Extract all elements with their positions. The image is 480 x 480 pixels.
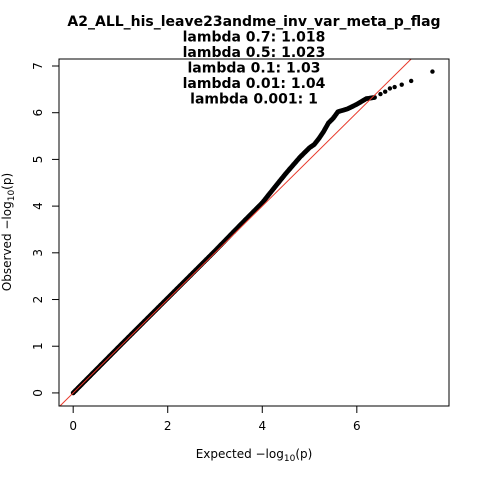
- y-tick-label: 1: [31, 342, 45, 350]
- qq-tail-point: [408, 78, 414, 84]
- y-axis: 0 1 2 3 4 5 6 7: [31, 62, 59, 397]
- plot-frame: [58, 58, 450, 407]
- y-tick-label: 4: [31, 202, 45, 210]
- data-points: [70, 69, 435, 396]
- x-axis-label: Expected −log10(p): [196, 447, 313, 464]
- lambda-line: lambda 0.7: 1.018: [183, 30, 326, 46]
- qq-tail-point: [430, 69, 435, 74]
- reference-line: [59, 58, 412, 407]
- lambda-line: lambda 0.01: 1.04: [183, 76, 326, 92]
- qq-tail-point: [387, 86, 393, 91]
- chart-title: A2_ALL_his_leave23andme_inv_var_meta_p_f…: [67, 14, 440, 108]
- y-tick-label: 0: [31, 389, 45, 397]
- y-tick-label: 7: [31, 62, 45, 70]
- x-tick-label: 0: [69, 419, 77, 433]
- y-axis-label: Observed −log10(p): [0, 173, 17, 291]
- y-tick-label: 3: [31, 249, 45, 257]
- x-tick-label: 2: [164, 419, 172, 433]
- lambda-line: lambda 0.001: 1: [190, 92, 318, 108]
- lambda-line: lambda 0.5: 1.023: [183, 45, 326, 61]
- y-tick-label: 5: [31, 156, 45, 164]
- lambda-line: lambda 0.1: 1.03: [187, 61, 320, 77]
- x-tick-label: 4: [258, 419, 266, 433]
- y-tick-label: 2: [31, 296, 45, 304]
- y-tick-label: 6: [31, 109, 45, 117]
- qq-tail-point: [399, 82, 404, 87]
- x-tick-label: 6: [353, 419, 361, 433]
- x-axis: 0 2 4 6: [69, 406, 361, 433]
- qq-tail-point: [392, 84, 397, 90]
- chart-title-main: A2_ALL_his_leave23andme_inv_var_meta_p_f…: [67, 14, 440, 30]
- qq-tail-point: [382, 89, 388, 94]
- qq-tail-point: [378, 91, 383, 97]
